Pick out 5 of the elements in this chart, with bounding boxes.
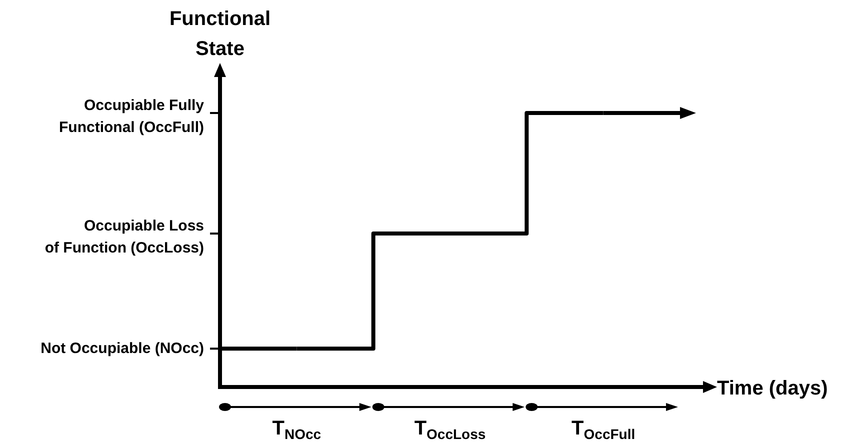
text: Occupiable Fully Functional (OccFull) [59, 97, 205, 136]
text: Occupiable Loss of Function (OccLoss) [44, 218, 204, 257]
x-axis-title: Time (days) [717, 378, 828, 400]
y-axis-title: Functional State [169, 8, 271, 60]
text: Not Occupiable (NOcc) [40, 340, 204, 357]
